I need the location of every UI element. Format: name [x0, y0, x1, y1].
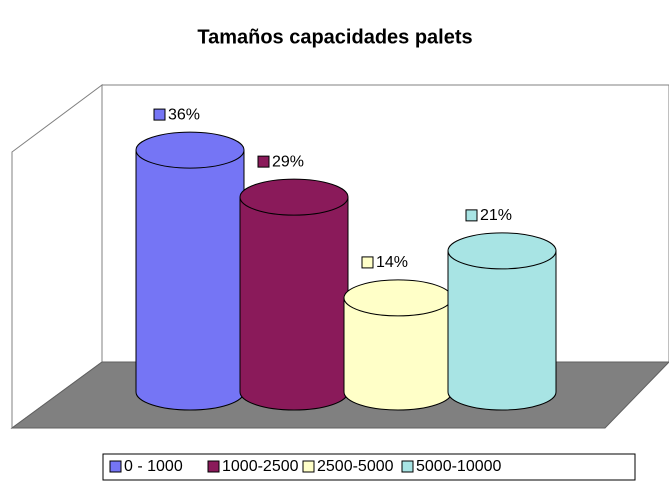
label-key — [465, 209, 478, 222]
label-key — [257, 155, 270, 168]
cylinder — [239, 196, 349, 411]
legend — [102, 453, 636, 481]
data-label: 14% — [376, 254, 408, 271]
legend-label: 5000-10000 — [416, 458, 502, 475]
legend-label: 2500-5000 — [317, 458, 394, 475]
cylinder — [447, 250, 557, 411]
legend-key — [109, 460, 122, 473]
cylinder-top — [239, 178, 349, 216]
cylinder-top — [447, 232, 557, 270]
cylinder-top — [135, 131, 245, 169]
data-label: 36% — [168, 106, 200, 123]
legend-label: 1000-2500 — [222, 458, 299, 475]
legend-key — [207, 460, 220, 473]
label-key — [153, 108, 166, 121]
cylinder — [135, 149, 245, 411]
label-key — [361, 256, 374, 269]
data-label: 29% — [272, 153, 304, 170]
cylinder-top — [343, 279, 453, 317]
chart-title: Tamaños capacidades palets — [197, 26, 472, 48]
legend-label: 0 - 1000 — [124, 458, 183, 475]
legend-key — [401, 460, 414, 473]
legend-key — [302, 460, 315, 473]
data-label: 21% — [480, 207, 512, 224]
